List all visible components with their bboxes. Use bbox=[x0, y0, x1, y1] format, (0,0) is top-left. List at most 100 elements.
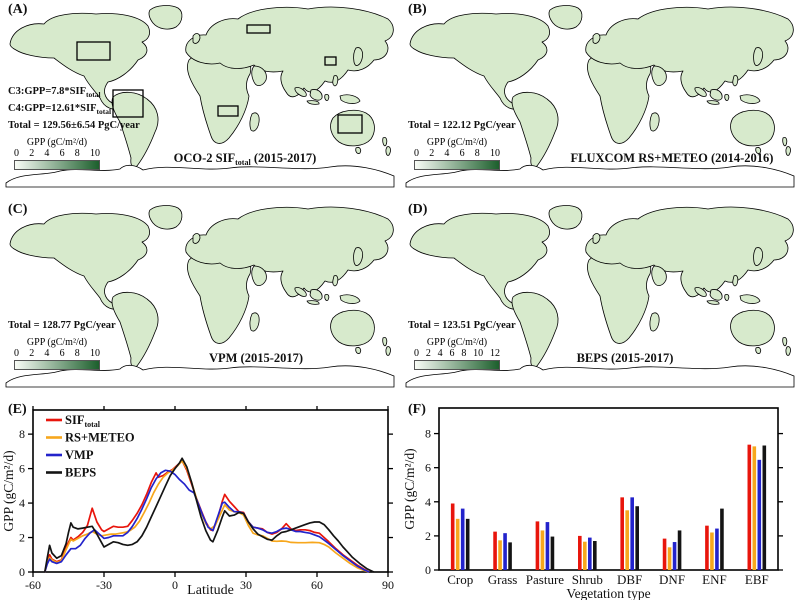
bar-RS+METEO-ENF bbox=[710, 532, 714, 570]
bar-VMP-Grass bbox=[503, 533, 507, 570]
colorbar-ticks: 0 2 4 6 8 10 12 bbox=[414, 349, 500, 359]
svg-text:Crop: Crop bbox=[447, 572, 473, 587]
colorbar-tick: 6 bbox=[59, 148, 65, 159]
bar-SIF_total-Shrub bbox=[578, 535, 582, 570]
svg-text:4: 4 bbox=[425, 495, 431, 509]
study-region-box bbox=[324, 56, 337, 66]
bar-RS+METEO-Shrub bbox=[583, 541, 587, 570]
panel-letter-A: (A) bbox=[8, 2, 28, 17]
colorbar-tick: 8 bbox=[74, 348, 80, 359]
svg-text:0: 0 bbox=[425, 563, 431, 577]
panel-map-vpm: (C) Total = 128.77 PgC/year GPP (gC/m²/d… bbox=[0, 200, 400, 400]
svg-text:GPP (gC/m²/d): GPP (gC/m²/d) bbox=[1, 450, 16, 531]
colorbar-ticks: 0 2 4 6 8 10 bbox=[14, 149, 100, 159]
colorbar-tick: 10 bbox=[473, 348, 484, 359]
study-region-box bbox=[217, 105, 239, 117]
colorbar-tick: 4 bbox=[44, 348, 50, 359]
bar-VMP-Crop bbox=[460, 508, 465, 570]
colorbar-tick: 6 bbox=[449, 348, 455, 359]
series-BEPS bbox=[43, 457, 375, 573]
bar-RS+METEO-Pasture bbox=[540, 530, 545, 570]
bar-groups bbox=[450, 444, 767, 570]
svg-text:GPP (gC/m²/d): GPP (gC/m²/d) bbox=[402, 448, 417, 529]
colorbar-tick: 8 bbox=[461, 348, 467, 359]
bar-VMP-Pasture bbox=[545, 522, 550, 570]
series-VMP bbox=[43, 469, 370, 573]
study-region-box bbox=[76, 41, 111, 61]
svg-text:0: 0 bbox=[19, 565, 25, 579]
panel-letter-E: (E) bbox=[8, 402, 27, 417]
colorbar-tick: 2 bbox=[425, 348, 431, 359]
bar-SIF_total-Pasture bbox=[535, 521, 540, 570]
svg-text:-30: -30 bbox=[96, 578, 112, 592]
bar-RS+METEO-DNF bbox=[667, 547, 672, 570]
colorbar-tick: 4 bbox=[44, 148, 50, 159]
panel-letter-F: (F) bbox=[408, 402, 426, 417]
colorbar-label: GPP (gC/m²/d) bbox=[426, 337, 488, 348]
colorbar-gradient bbox=[14, 360, 100, 370]
panel-latitude-line-chart: 0 2 4 6 8 -60 -30 0 30 60 90 Latitude GPP (gC/m²/d) S… bbox=[0, 400, 400, 600]
bar-RS+METEO-Crop bbox=[455, 518, 460, 570]
bar-BEPS-EBF bbox=[762, 445, 767, 570]
colorbar-A: GPP (gC/m²/d) 0 2 4 6 8 10 bbox=[14, 137, 104, 170]
bar-BEPS-DNF bbox=[677, 530, 682, 570]
colorbar-gradient bbox=[414, 360, 500, 370]
colorbar-D: GPP (gC/m²/d) 0 2 4 6 8 10 12 bbox=[414, 337, 504, 370]
svg-text:DBF: DBF bbox=[617, 572, 642, 587]
total-gpp-B: Total = 122.12 PgC/year bbox=[408, 120, 516, 131]
map-title-B: FLUXCOM RS+METEO (2014-2016) bbox=[570, 151, 774, 165]
colorbar-tick: 6 bbox=[59, 348, 65, 359]
study-region-box bbox=[246, 24, 271, 34]
svg-text:60: 60 bbox=[311, 578, 323, 592]
study-region-boxes bbox=[76, 24, 363, 134]
bar-BEPS-Crop bbox=[465, 518, 470, 570]
svg-text:-60: -60 bbox=[25, 578, 41, 592]
svg-text:DNF: DNF bbox=[659, 572, 685, 587]
svg-text:Pasture: Pasture bbox=[526, 572, 565, 587]
axes: 0 2 4 6 8 Crop Grass Pasture Shrub DBF DNF ENF EBF Ve… bbox=[402, 407, 783, 600]
bar-VMP-ENF bbox=[715, 528, 719, 570]
bar-BEPS-Shrub bbox=[593, 541, 597, 570]
svg-text:6: 6 bbox=[19, 462, 25, 476]
colorbar-tick: 6 bbox=[459, 148, 465, 159]
colorbar-C: GPP (gC/m²/d) 0 2 4 6 8 10 bbox=[14, 337, 104, 370]
svg-text:Shrub: Shrub bbox=[572, 572, 603, 587]
svg-text:ENF: ENF bbox=[702, 572, 727, 587]
colorbar-tick: 4 bbox=[444, 148, 450, 159]
svg-text:90: 90 bbox=[382, 578, 394, 592]
colorbar-label: GPP (gC/m²/d) bbox=[26, 337, 88, 348]
bar-SIF_total-DNF bbox=[662, 538, 667, 570]
panel-letter-B: (B) bbox=[408, 2, 427, 17]
svg-text:VMP: VMP bbox=[65, 448, 94, 462]
colorbar-B: GPP (gC/m²/d) 0 2 4 6 8 10 bbox=[414, 137, 504, 170]
bar-VMP-DNF bbox=[672, 542, 677, 570]
svg-text:2: 2 bbox=[19, 531, 25, 545]
bar-chart: 0 2 4 6 8 Crop Grass Pasture Shrub DBF DNF ENF EBF Ve… bbox=[402, 407, 783, 600]
bar-SIF_total-Grass bbox=[493, 531, 497, 570]
colorbar-tick: 10 bbox=[89, 348, 100, 359]
colorbar-tick: 8 bbox=[74, 148, 80, 159]
svg-text:8: 8 bbox=[425, 427, 431, 441]
colorbar-gradient bbox=[14, 160, 100, 170]
colorbar-tick: 10 bbox=[489, 148, 500, 159]
bar-BEPS-Pasture bbox=[550, 536, 555, 570]
study-region-box bbox=[337, 114, 363, 134]
bar-BEPS-ENF bbox=[720, 508, 724, 570]
colorbar-label: GPP (gC/m²/d) bbox=[26, 137, 88, 148]
panel-vegetation-bar-chart: 0 2 4 6 8 Crop Grass Pasture Shrub DBF DNF ENF EBF Ve… bbox=[400, 400, 800, 600]
colorbar-tick: 0 bbox=[14, 348, 19, 359]
colorbar-tick: 2 bbox=[29, 148, 35, 159]
svg-text:6: 6 bbox=[425, 461, 431, 475]
svg-text:30: 30 bbox=[240, 578, 252, 592]
map-title-A: OCO-2 SIFtotal (2015-2017) bbox=[173, 151, 317, 167]
bar-BEPS-DBF bbox=[635, 506, 639, 570]
bar-RS+METEO-DBF bbox=[625, 510, 629, 570]
colorbar-tick: 8 bbox=[474, 148, 480, 159]
svg-text:Latitude: Latitude bbox=[187, 583, 234, 598]
colorbar-tick: 2 bbox=[429, 148, 435, 159]
axes: 0 2 4 6 8 -60 -30 0 30 60 90 Latitude GPP (gC/m²/d) bbox=[1, 406, 394, 598]
svg-text:Vegetation type: Vegetation type bbox=[566, 586, 650, 600]
bar-BEPS-Grass bbox=[508, 542, 512, 570]
colorbar-tick: 4 bbox=[437, 348, 443, 359]
panel-map-fluxcom: (B) Total = 122.12 PgC/year GPP (gC/m²/d… bbox=[400, 0, 800, 200]
